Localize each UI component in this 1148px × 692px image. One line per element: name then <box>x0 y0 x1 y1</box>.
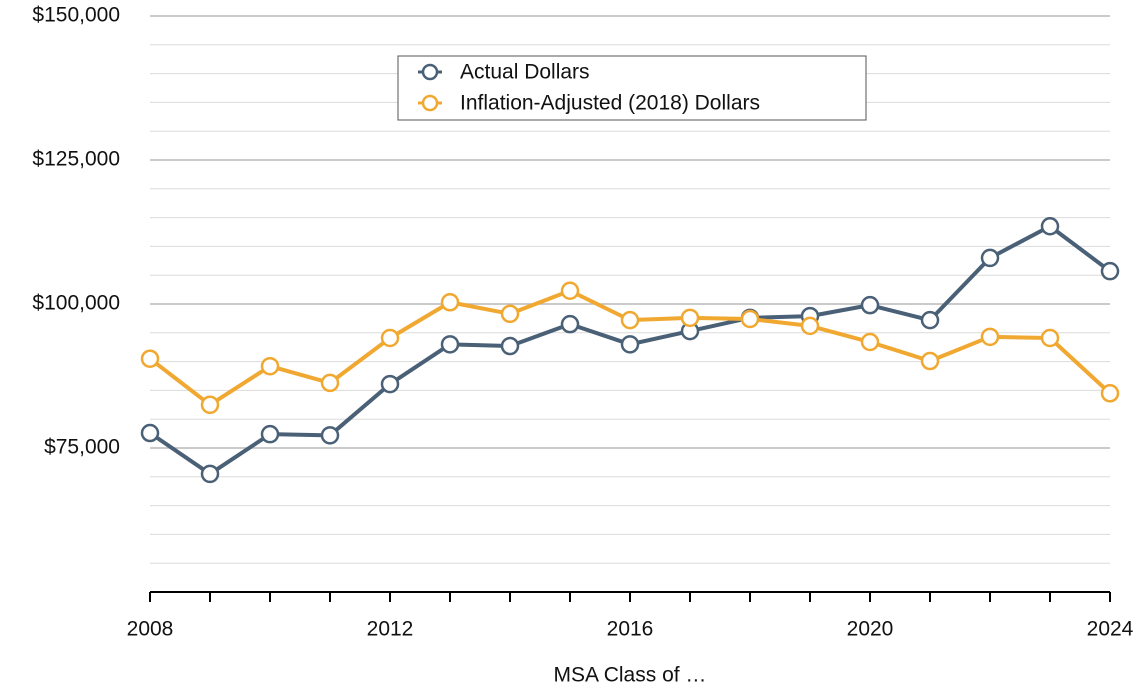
legend-marker <box>421 94 439 112</box>
x-axis-title: MSA Class of … <box>554 664 707 687</box>
legend-label: Actual Dollars <box>460 61 590 84</box>
y-tick-label: $125,000 <box>32 148 120 171</box>
data-point <box>860 332 880 352</box>
data-point <box>980 327 1000 347</box>
data-point <box>920 310 940 330</box>
x-tick-label: 2020 <box>847 618 894 641</box>
data-point <box>320 426 340 445</box>
data-point <box>260 356 280 376</box>
legend-marker <box>421 63 439 81</box>
data-point <box>560 314 580 334</box>
data-point <box>800 316 820 336</box>
data-point <box>1100 261 1120 281</box>
data-point <box>500 304 520 324</box>
data-point <box>140 423 160 443</box>
y-tick-label: $100,000 <box>32 292 120 315</box>
data-point <box>740 309 760 329</box>
x-tick-label: 2012 <box>367 618 414 641</box>
legend-label: Inflation-Adjusted (2018) Dollars <box>460 92 760 115</box>
x-tick-label: 2008 <box>127 618 174 641</box>
data-point <box>260 424 280 444</box>
data-point <box>200 464 220 484</box>
x-tick-label: 2024 <box>1087 618 1134 641</box>
y-tick-label: $150,000 <box>32 4 120 27</box>
data-point <box>440 293 460 312</box>
data-point <box>500 336 520 356</box>
data-point <box>860 295 880 315</box>
data-point <box>620 310 640 330</box>
data-point <box>680 308 700 328</box>
y-tick-label: $75,000 <box>44 436 120 459</box>
data-point <box>920 351 940 371</box>
data-point <box>1100 384 1120 403</box>
data-point <box>380 374 400 394</box>
legend-box <box>397 55 867 121</box>
data-point <box>320 373 340 393</box>
data-point <box>560 281 580 301</box>
legend: Actual Dollars Inflation-Adjusted (2018) … <box>397 55 867 121</box>
data-point <box>440 335 460 354</box>
x-tick-label: 2016 <box>607 618 654 641</box>
data-point <box>200 395 220 415</box>
data-point <box>1040 328 1060 348</box>
data-point <box>620 335 640 354</box>
data-point <box>1040 216 1060 236</box>
data-point <box>980 248 1000 268</box>
data-point <box>380 328 400 348</box>
data-point <box>140 349 160 368</box>
